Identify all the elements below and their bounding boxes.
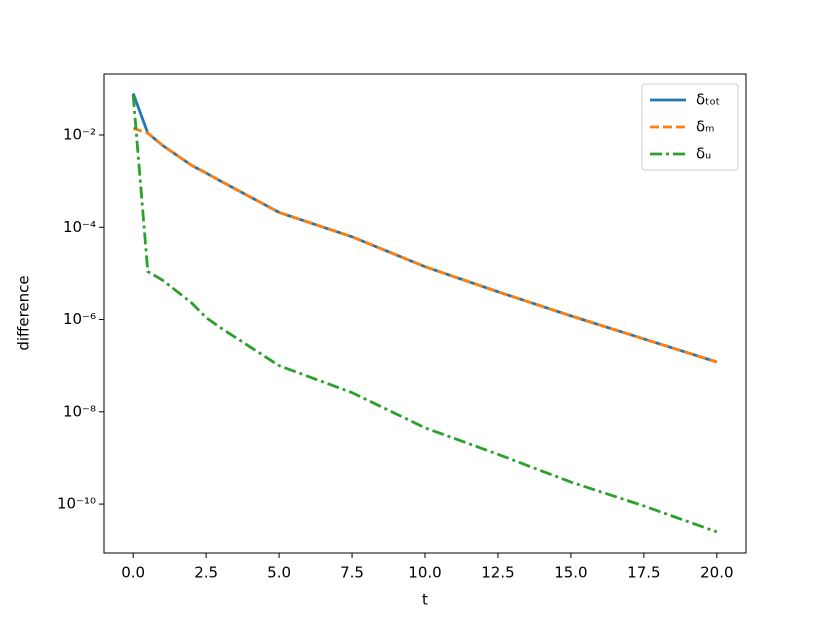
series-line (131, 92, 718, 364)
x-tick-label: 12.5 (481, 564, 514, 582)
y-tick-label: 10⁻¹⁰ (57, 495, 96, 513)
series-line (131, 94, 718, 534)
x-tick-label: 0.0 (121, 564, 145, 582)
legend-label: δᵤ (696, 145, 711, 163)
legend-label: δₘ (696, 118, 715, 136)
x-tick-label: 17.5 (627, 564, 660, 582)
x-tick-label: 15.0 (554, 564, 587, 582)
x-tick-label: 10.0 (408, 564, 441, 582)
y-axis-label: difference (15, 275, 33, 350)
y-tick-label: 10⁻⁴ (63, 218, 96, 236)
x-tick-label: 20.0 (700, 564, 733, 582)
y-tick-label: 10⁻⁶ (63, 310, 96, 328)
x-tick-label: 5.0 (267, 564, 291, 582)
legend-label: δₜₒₜ (696, 91, 720, 109)
legend-box (641, 83, 739, 171)
series-line (132, 126, 718, 364)
y-tick-label: 10⁻² (63, 125, 96, 143)
y-tick-label: 10⁻⁸ (63, 402, 96, 420)
x-tick-label: 2.5 (194, 564, 218, 582)
x-axis-label: t (422, 591, 428, 609)
plot-frame (103, 73, 747, 554)
x-tick-label: 7.5 (340, 564, 364, 582)
